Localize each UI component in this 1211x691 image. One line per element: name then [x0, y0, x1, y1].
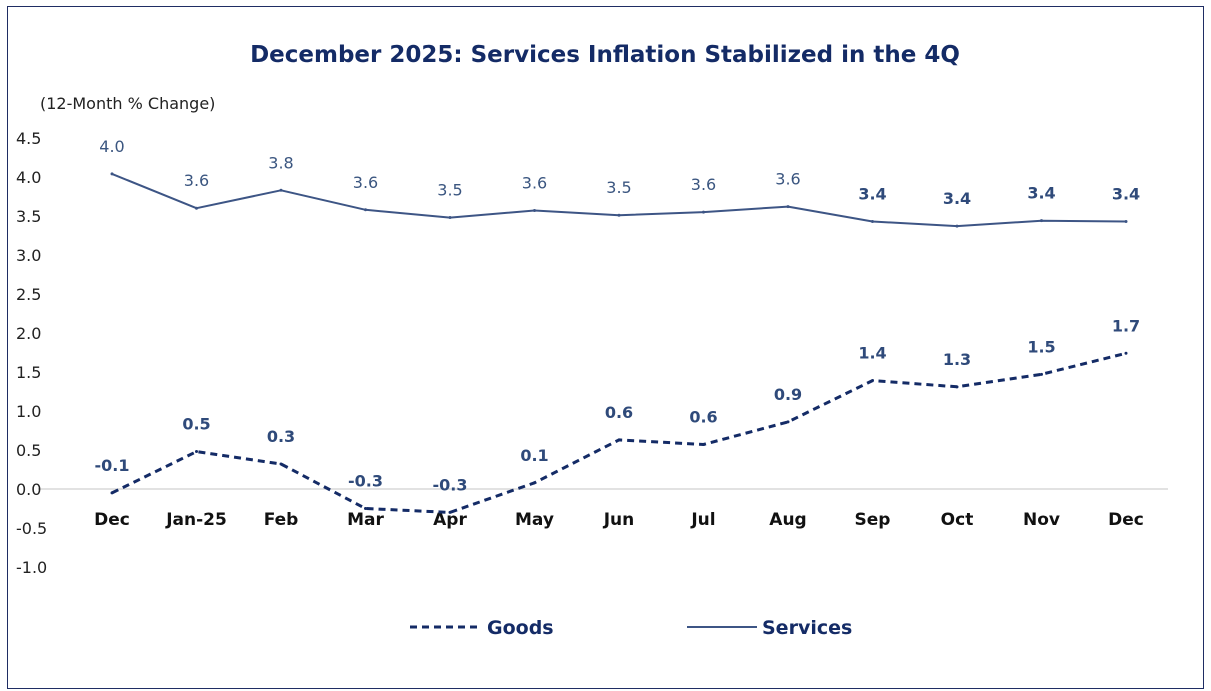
chart-title: December 2025: Services Inflation Stabil…: [250, 42, 960, 68]
series-layer: [110, 172, 1128, 514]
y-tick-label: -1.0: [16, 558, 47, 577]
x-tick-label: Jun: [603, 510, 635, 530]
services-point: [195, 206, 198, 210]
goods-data-label: 1.5: [1027, 337, 1055, 356]
goods-point: [702, 443, 705, 447]
goods-data-label: 1.3: [943, 350, 971, 369]
x-tick-label: Dec: [1108, 510, 1144, 530]
services-data-label: 3.5: [606, 178, 631, 197]
goods-data-label: 1.4: [858, 344, 886, 363]
goods-data-label: 0.6: [605, 403, 633, 422]
services-data-label: 3.6: [184, 171, 209, 190]
services-data-label: 3.5: [437, 181, 462, 200]
services-point: [533, 209, 536, 213]
services-point: [617, 213, 621, 217]
services-data-label: 3.6: [522, 174, 547, 193]
goods-data-label: 0.9: [774, 385, 802, 404]
services-point: [364, 208, 367, 212]
y-tick-label: 0.0: [16, 480, 41, 499]
y-tick-label: 4.5: [16, 129, 41, 148]
chart-axes: 4.5 4.0 3.5 3.0 2.5 2.0 1.5 1.0 0.5 0.0 -0.5 -1.0 De…: [16, 129, 1168, 577]
goods-point: [364, 507, 367, 510]
goods-point: [195, 450, 198, 454]
x-tick-label: Nov: [1023, 510, 1060, 530]
y-tick-label: 1.0: [16, 402, 41, 421]
x-tick-label: Sep: [855, 510, 891, 530]
goods-data-label: 0.3: [267, 427, 295, 446]
x-tick-label: Jul: [690, 510, 715, 530]
goods-data-label: -0.3: [348, 472, 383, 491]
services-data-label: 4.0: [99, 137, 124, 156]
services-point: [786, 205, 790, 209]
legend: Goods Services: [410, 617, 852, 639]
y-tick-label: 1.5: [16, 363, 41, 382]
x-tick-label: Dec: [94, 510, 130, 530]
goods-point: [110, 491, 114, 495]
services-data-label: 3.6: [691, 175, 716, 194]
data-labels-layer: -0.1 0.5 0.3 -0.3 -0.3 0.1 0.6 0.6 0.9 1.4 1.3 1.5 1…: [95, 137, 1141, 495]
x-tick-label: Apr: [433, 510, 467, 530]
legend-services-label: Services: [762, 617, 852, 639]
services-data-label: 3.4: [858, 184, 886, 203]
services-point: [955, 224, 959, 228]
goods-data-label: 1.7: [1112, 316, 1140, 335]
units-label: (12-Month % Change): [40, 94, 215, 113]
y-tick-label: -0.5: [16, 519, 47, 538]
goods-data-label: 0.6: [689, 408, 717, 427]
goods-point: [617, 438, 621, 442]
goods-point: [955, 385, 959, 389]
goods-point: [533, 481, 536, 485]
services-data-label: 3.8: [268, 153, 293, 172]
goods-point: [786, 420, 790, 424]
services-data-label: 3.4: [1027, 184, 1055, 203]
x-tick-label: Jan-25: [165, 510, 227, 530]
x-tick-label: Oct: [941, 510, 974, 530]
services-point: [702, 210, 705, 214]
goods-point: [1124, 351, 1128, 355]
services-point: [1124, 219, 1128, 223]
goods-point: [448, 510, 452, 514]
goods-point: [1040, 372, 1043, 376]
y-tick-label: 2.5: [16, 285, 41, 304]
services-data-label: 3.4: [943, 189, 971, 208]
services-point: [110, 172, 114, 176]
goods-data-label: -0.3: [433, 475, 468, 494]
x-tick-label: May: [515, 510, 554, 530]
services-data-label: 3.6: [775, 170, 800, 189]
services-point: [871, 219, 874, 223]
goods-point: [279, 462, 283, 466]
y-tick-label: 4.0: [16, 168, 41, 187]
y-tick-label: 3.0: [16, 246, 41, 265]
x-tick-label: Aug: [769, 510, 806, 530]
chart-frame: [7, 6, 1204, 689]
goods-data-label: 0.5: [182, 415, 210, 434]
y-tick-label: 0.5: [16, 441, 41, 460]
goods-data-label: -0.1: [95, 456, 130, 475]
services-point: [1040, 219, 1043, 223]
x-tick-label: Feb: [264, 510, 299, 530]
legend-goods-label: Goods: [487, 617, 554, 639]
services-data-label: 3.4: [1112, 184, 1140, 203]
x-tick-label: Mar: [347, 510, 384, 530]
services-data-label: 3.6: [353, 173, 378, 192]
goods-data-label: 0.1: [520, 446, 548, 465]
services-point: [279, 188, 283, 192]
goods-point: [871, 379, 874, 383]
y-tick-label: 2.0: [16, 324, 41, 343]
services-point: [448, 216, 452, 220]
y-tick-label: 3.5: [16, 207, 41, 226]
